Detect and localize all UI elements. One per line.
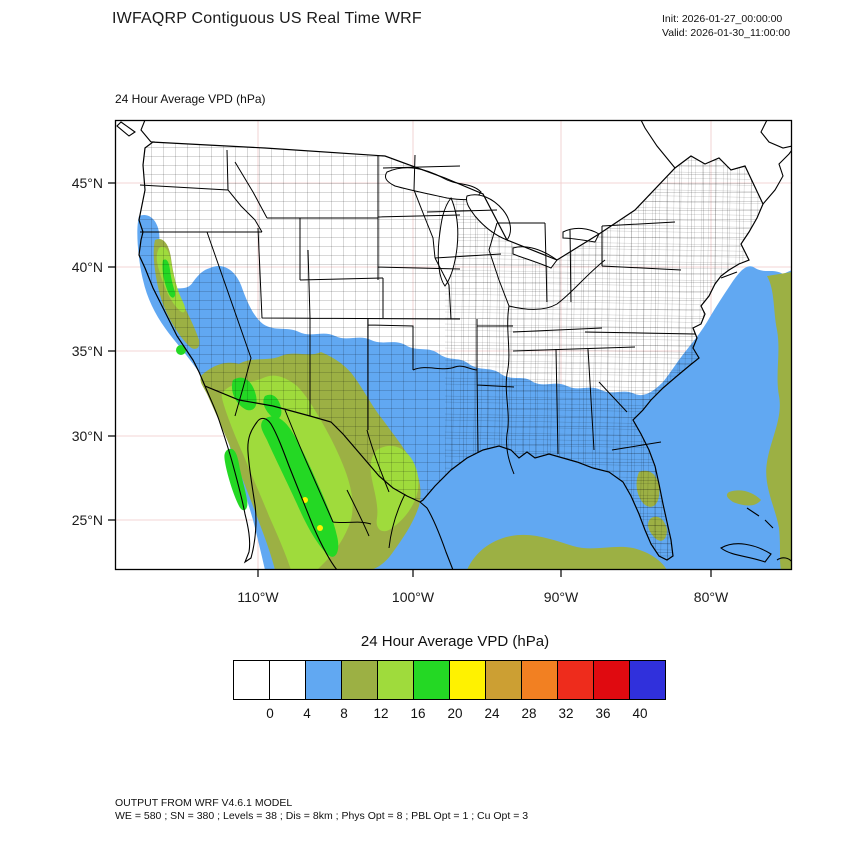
y-axis-labels: 45°N 40°N 35°N 30°N 25°N bbox=[72, 175, 103, 528]
map-canvas bbox=[115, 120, 792, 570]
colorbar-cell bbox=[305, 660, 342, 700]
footer-model-line: OUTPUT FROM WRF V4.6.1 MODEL bbox=[115, 797, 293, 809]
state-borders bbox=[139, 149, 696, 475]
great-lakes bbox=[384, 167, 600, 287]
footer-config-line: WE = 580 ; SN = 380 ; Levels = 38 ; Dis … bbox=[115, 810, 529, 822]
y-axis-tick-label: 35°N bbox=[72, 343, 103, 359]
colorbar-cell bbox=[521, 660, 558, 700]
colorbar-cell bbox=[269, 660, 306, 700]
y-axis-tick-label: 40°N bbox=[72, 259, 103, 275]
colorbar-tick-label: 24 bbox=[484, 706, 500, 721]
colorbar-tick-label: 32 bbox=[558, 706, 574, 721]
x-axis-tick-label: 80°W bbox=[694, 589, 729, 605]
mexico-canada-coastlines bbox=[116, 120, 792, 570]
x-axis-tick-label: 110°W bbox=[237, 589, 279, 605]
colorbar-tick-label: 28 bbox=[521, 706, 537, 721]
colorbar-tick-label: 20 bbox=[447, 706, 463, 721]
footer-note: OUTPUT FROM WRF V4.6.1 MODEL WE = 580 ; … bbox=[115, 797, 528, 823]
map-frame bbox=[114, 119, 793, 571]
colorbar-cell bbox=[557, 660, 594, 700]
us-outline bbox=[138, 141, 764, 561]
run-times: Init: 2026-01-27_00:00:00 Valid: 2026-01… bbox=[662, 12, 790, 40]
x-axis-labels: 110°W 100°W 90°W 80°W bbox=[237, 589, 729, 605]
colorbar-cell bbox=[377, 660, 414, 700]
colorbar-cell bbox=[593, 660, 630, 700]
vpd-map: 45°N 40°N 35°N 30°N 25°N 110°W 100°W 90°… bbox=[72, 119, 793, 605]
colorbar-tick-label: 8 bbox=[340, 706, 348, 721]
mexico-state-borders bbox=[284, 409, 406, 549]
colorbar bbox=[233, 660, 666, 700]
colorbar-tick-label: 40 bbox=[632, 706, 648, 721]
colorbar-title: 24 Hour Average VPD (hPa) bbox=[360, 633, 550, 650]
colorbar-tick-label: 36 bbox=[595, 706, 611, 721]
plot-title: IWFAQRP Contiguous US Real Time WRF bbox=[112, 10, 422, 27]
x-axis-tick-label: 100°W bbox=[392, 589, 435, 605]
colorbar-cell bbox=[485, 660, 522, 700]
colorbar-cell bbox=[413, 660, 450, 700]
colorbar-tick-label: 16 bbox=[410, 706, 426, 721]
colorbar-cell bbox=[449, 660, 486, 700]
colorbar-tick-label: 12 bbox=[373, 706, 389, 721]
y-axis-tick-label: 45°N bbox=[72, 175, 103, 191]
y-axis-tick-label: 25°N bbox=[72, 512, 103, 528]
colorbar-tick-label: 0 bbox=[266, 706, 274, 721]
colorbar-ticks: 0 4 8 12 16 20 24 28 32 36 40 bbox=[233, 706, 679, 724]
colorbar-cell bbox=[341, 660, 378, 700]
colorbar-cell bbox=[233, 660, 270, 700]
axis-ticks bbox=[108, 182, 712, 577]
colorbar-cell bbox=[629, 660, 666, 700]
x-axis-tick-label: 90°W bbox=[544, 589, 579, 605]
init-time: Init: 2026-01-27_00:00:00 bbox=[662, 13, 783, 25]
valid-time: Valid: 2026-01-30_11:00:00 bbox=[662, 27, 791, 39]
map-panel-label: 24 Hour Average VPD (hPa) bbox=[115, 92, 266, 106]
vpd-region-yellow bbox=[302, 497, 323, 531]
y-axis-tick-label: 30°N bbox=[72, 428, 103, 444]
colorbar-tick-label: 4 bbox=[303, 706, 311, 721]
